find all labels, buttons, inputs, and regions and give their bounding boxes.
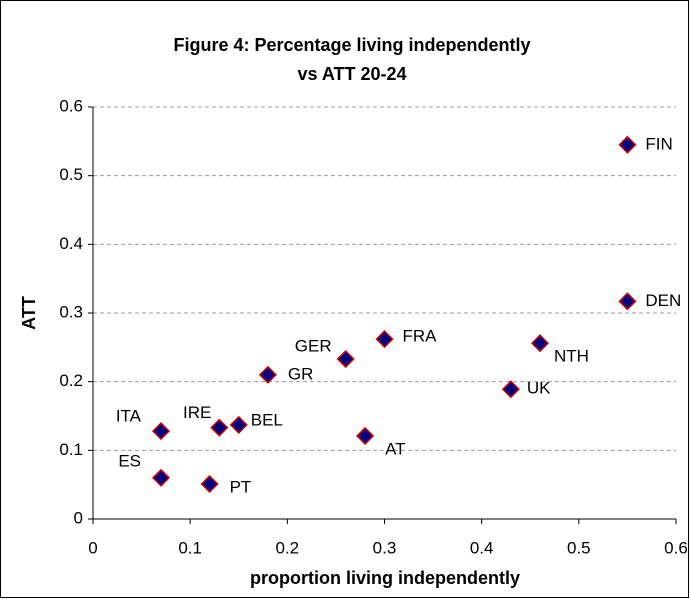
marker <box>229 415 248 434</box>
x-tick-label: 0.6 <box>664 538 688 557</box>
chart-title: Figure 4: Percentage living independentl… <box>173 35 530 55</box>
marker <box>151 422 171 441</box>
point-label: DEN <box>645 291 681 310</box>
marker <box>200 474 219 494</box>
x-tick-label: 0 <box>88 538 97 557</box>
point-label: ES <box>118 451 141 470</box>
y-tick-label: 0.4 <box>59 234 83 253</box>
point-label: BEL <box>251 410 283 429</box>
marker <box>356 426 375 445</box>
chart-title: vs ATT 20-24 <box>297 64 406 84</box>
y-tick-label: 0.2 <box>59 371 83 390</box>
y-tick-label: 0.1 <box>59 440 83 459</box>
x-axis-title: proportion living independently <box>250 568 520 588</box>
y-axis-title: ATT <box>19 296 39 330</box>
point-label: IRE <box>183 403 211 422</box>
x-tick-label: 0.3 <box>373 538 397 557</box>
point-label: AT <box>385 439 405 458</box>
marker <box>375 330 394 349</box>
point-label: GER <box>295 336 332 355</box>
marker <box>258 365 277 384</box>
marker <box>151 468 171 487</box>
point-label: FIN <box>645 134 672 153</box>
marker <box>530 334 550 353</box>
point-label: UK <box>527 379 551 398</box>
marker <box>210 418 229 437</box>
point-label: GR <box>288 364 314 383</box>
y-tick-label: 0.3 <box>59 302 83 321</box>
marker <box>336 349 355 369</box>
marker <box>501 380 520 399</box>
x-tick-label: 0.1 <box>178 538 202 557</box>
point-label: FRA <box>403 327 438 346</box>
point-label: PT <box>230 477 252 496</box>
x-tick-label: 0.5 <box>567 538 591 557</box>
marker <box>618 292 637 311</box>
y-tick-label: 0.6 <box>59 96 83 115</box>
y-tick-label: 0 <box>74 508 83 527</box>
point-label: NTH <box>554 347 589 366</box>
point-label: ITA <box>116 407 142 426</box>
x-tick-label: 0.2 <box>276 538 300 557</box>
y-tick-label: 0.5 <box>59 165 83 184</box>
marker <box>618 135 637 154</box>
x-tick-label: 0.4 <box>470 538 494 557</box>
